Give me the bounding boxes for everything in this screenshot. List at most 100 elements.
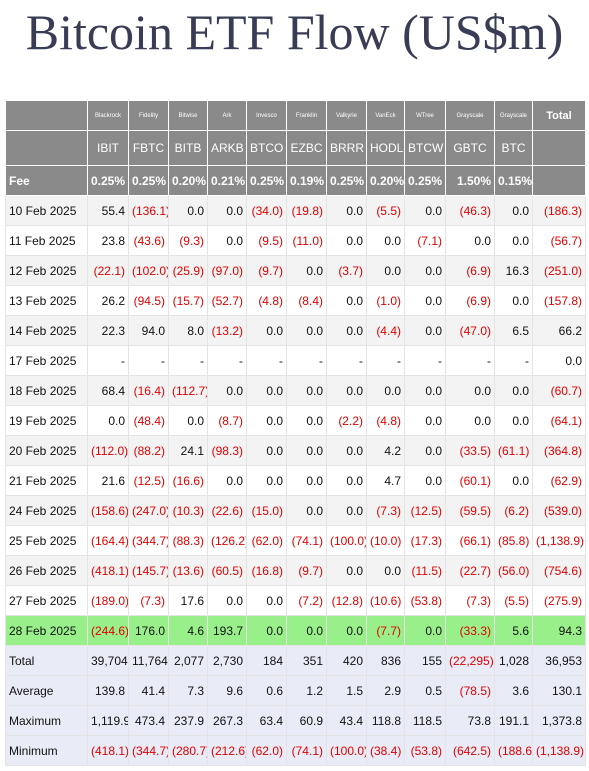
summary-value: (1,138.9) bbox=[532, 735, 586, 766]
flow-value: (8.4) bbox=[286, 285, 327, 316]
flow-value: (13.6) bbox=[168, 555, 208, 586]
summary-value: 1,373.8 bbox=[532, 705, 586, 736]
flow-value: 0.0 bbox=[246, 465, 287, 496]
summary-value: (53.8) bbox=[404, 735, 446, 766]
flow-value: (7.3) bbox=[366, 495, 405, 526]
flow-value: (7.1) bbox=[404, 225, 446, 256]
flow-value: 0.0 bbox=[404, 615, 446, 646]
flow-value: (53.8) bbox=[404, 585, 446, 616]
fee-value: 0.25% bbox=[326, 165, 367, 196]
summary-value: 473.4 bbox=[128, 705, 169, 736]
flow-value: 0.0 bbox=[168, 195, 208, 226]
issuer-row: Blackrock Fidelity Bitwise Ark Invesco Frankl… bbox=[5, 100, 586, 131]
ticker: IBIT bbox=[87, 130, 129, 166]
flow-row: 13 Feb 2025 26.2 (94.5) (15.7) (52.7) (4.8) (8… bbox=[5, 285, 586, 316]
flow-value: (98.3) bbox=[207, 435, 247, 466]
summary-value: 267.3 bbox=[207, 705, 247, 736]
flow-value: 24.1 bbox=[168, 435, 208, 466]
flow-row: 24 Feb 2025 (158.6) (247.0) (10.3) (22.6) (15… bbox=[5, 495, 586, 526]
flow-row: 12 Feb 2025 (22.1) (102.0) (25.9) (97.0) (9.7… bbox=[5, 255, 586, 286]
flow-value: (8.7) bbox=[207, 405, 247, 436]
flow-value: 0.0 bbox=[286, 375, 327, 406]
row-date: 10 Feb 2025 bbox=[5, 195, 88, 226]
issuer-name: Ark bbox=[207, 100, 247, 131]
issuer-name: WTree bbox=[404, 100, 446, 131]
summary-value: 1,028 bbox=[494, 645, 533, 676]
summary-value: 2,077 bbox=[168, 645, 208, 676]
issuer-name: Grayscale bbox=[445, 100, 495, 131]
ticker-row: IBIT FBTC BITB ARKB BTCO EZBC BRRR HODL BTCW GBTC… bbox=[5, 130, 586, 166]
flow-value: (25.9) bbox=[168, 255, 208, 286]
summary-value: 1.2 bbox=[286, 675, 327, 706]
summary-value: 41.4 bbox=[128, 675, 169, 706]
flow-value: (2.2) bbox=[326, 405, 367, 436]
summary-value: 0.5 bbox=[404, 675, 446, 706]
flow-row: 27 Feb 2025 (189.0) (7.3) 17.6 0.0 0.0 (7.2) (1… bbox=[5, 585, 586, 616]
flow-value: (7.3) bbox=[128, 585, 169, 616]
flow-value: 0.0 bbox=[207, 375, 247, 406]
flow-value: (136.1) bbox=[128, 195, 169, 226]
flow-value: (754.6) bbox=[532, 555, 586, 586]
flow-value: 23.8 bbox=[87, 225, 129, 256]
row-date: 26 Feb 2025 bbox=[5, 555, 88, 586]
flow-row: 19 Feb 2025 0.0 (48.4) 0.0 (8.7) 0.0 0.0 (2.2)(… bbox=[5, 405, 586, 436]
flow-value: 0.0 bbox=[246, 315, 287, 346]
header-cell bbox=[5, 130, 88, 166]
summary-value: 11,764 bbox=[128, 645, 169, 676]
summary-value: 836 bbox=[366, 645, 405, 676]
flow-value: 0.0 bbox=[286, 405, 327, 436]
flow-value: 22.3 bbox=[87, 315, 129, 346]
flow-value: (15.7) bbox=[168, 285, 208, 316]
summary-value: 39,704 bbox=[87, 645, 129, 676]
summary-row: Total 39,704 11,764 2,077 2,730 184 351 420 836 1… bbox=[5, 645, 586, 676]
flow-value: (244.6) bbox=[87, 615, 129, 646]
summary-value: (344.7) bbox=[128, 735, 169, 766]
flow-value: (10.6) bbox=[366, 585, 405, 616]
summary-value: 60.9 bbox=[286, 705, 327, 736]
flow-value: 16.3 bbox=[494, 255, 533, 286]
issuer-name: Valkyrie bbox=[326, 100, 367, 131]
flow-value: 4.2 bbox=[366, 435, 405, 466]
summary-value: 9.6 bbox=[207, 675, 247, 706]
flow-value: 0.0 bbox=[404, 255, 446, 286]
flow-value: (33.5) bbox=[445, 435, 495, 466]
header-cell bbox=[5, 100, 88, 131]
flow-value: (7.3) bbox=[445, 585, 495, 616]
flow-value: (364.8) bbox=[532, 435, 586, 466]
flow-row: 28 Feb 2025 (244.6) 176.0 4.6 193.7 0.0 0.0 0.0… bbox=[5, 615, 586, 646]
flow-value: (275.9) bbox=[532, 585, 586, 616]
summary-value: 2,730 bbox=[207, 645, 247, 676]
flow-value: 0.0 bbox=[286, 495, 327, 526]
flow-value: (10.0) bbox=[366, 525, 405, 556]
ticker: BTCO bbox=[246, 130, 287, 166]
flow-value: 0.0 bbox=[445, 225, 495, 256]
flow-value: 94.3 bbox=[532, 615, 586, 646]
flow-value: 193.7 bbox=[207, 615, 247, 646]
summary-value: (22,295) bbox=[445, 645, 495, 676]
flow-value: 0.0 bbox=[494, 225, 533, 256]
flow-value: (6.9) bbox=[445, 255, 495, 286]
flow-value: 0.0 bbox=[366, 225, 405, 256]
summary-value: 118.5 bbox=[404, 705, 446, 736]
flow-value: (16.6) bbox=[168, 465, 208, 496]
flow-value: - bbox=[366, 345, 405, 376]
row-date: 19 Feb 2025 bbox=[5, 405, 88, 436]
flow-value: (4.8) bbox=[366, 405, 405, 436]
flow-value: 0.0 bbox=[366, 255, 405, 286]
summary-value: 191.1 bbox=[494, 705, 533, 736]
summary-value: (62.0) bbox=[246, 735, 287, 766]
summary-value: 118.8 bbox=[366, 705, 405, 736]
flow-value: 0.0 bbox=[494, 285, 533, 316]
flow-value: 0.0 bbox=[246, 405, 287, 436]
flow-value: - bbox=[494, 345, 533, 376]
flow-value: (46.3) bbox=[445, 195, 495, 226]
summary-value: (100.0) bbox=[326, 735, 367, 766]
flow-value: 0.0 bbox=[326, 375, 367, 406]
flow-value: 0.0 bbox=[445, 375, 495, 406]
flow-value: (22.1) bbox=[87, 255, 129, 286]
row-date: 17 Feb 2025 bbox=[5, 345, 88, 376]
flow-value: 5.6 bbox=[494, 615, 533, 646]
flow-value: (164.4) bbox=[87, 525, 129, 556]
flow-value: (12.8) bbox=[326, 585, 367, 616]
flow-value: (47.0) bbox=[445, 315, 495, 346]
